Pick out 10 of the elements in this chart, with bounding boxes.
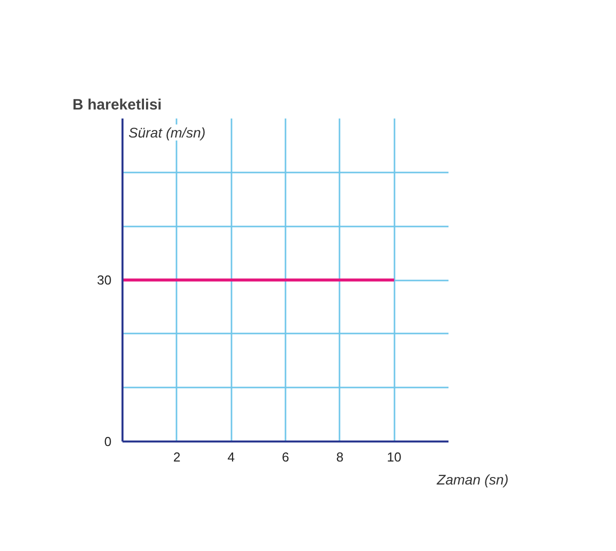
x-tick-label: 2 (173, 450, 180, 464)
y-tick-label: 30 (97, 272, 112, 288)
x-axis-title: Zaman (sn) (436, 472, 509, 488)
x-tick-label: 10 (386, 450, 402, 464)
chart-title: B hareketlisi (72, 96, 162, 114)
y-axis-title: Sürat (m/sn) (128, 124, 206, 140)
x-tick-label: 8 (336, 450, 344, 464)
y-tick-label: 0 (104, 434, 112, 449)
x-tick-label: 6 (282, 450, 290, 464)
x-tick-label: 4 (228, 450, 235, 464)
